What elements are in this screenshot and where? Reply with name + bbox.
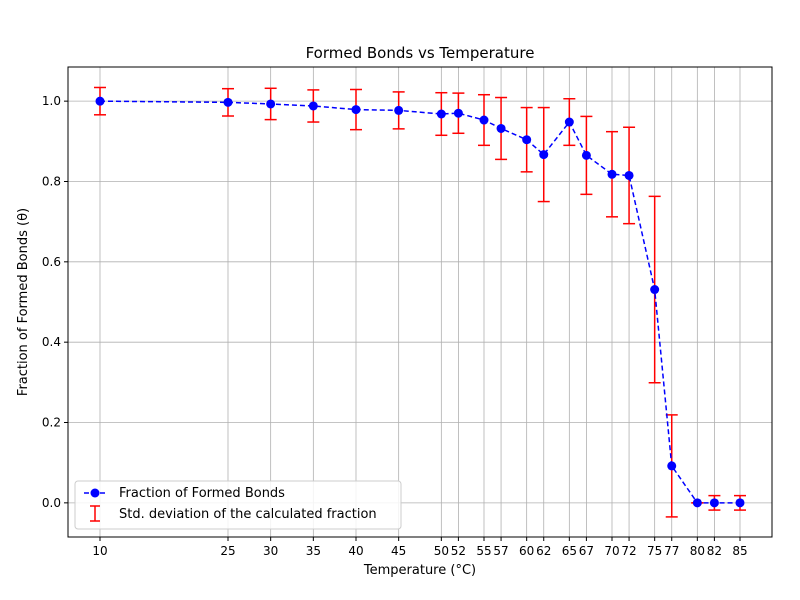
y-tick-label: 0.4 bbox=[42, 335, 61, 349]
x-tick-label: 85 bbox=[732, 544, 747, 558]
x-tick-label: 57 bbox=[493, 544, 508, 558]
x-tick-label: 25 bbox=[220, 544, 235, 558]
x-tick-label: 80 bbox=[690, 544, 705, 558]
data-point bbox=[266, 99, 276, 109]
x-tick-label: 30 bbox=[263, 544, 278, 558]
x-tick-label: 77 bbox=[664, 544, 679, 558]
x-tick-label: 67 bbox=[579, 544, 594, 558]
x-tick-label: 62 bbox=[536, 544, 551, 558]
data-point bbox=[581, 150, 591, 160]
data-point bbox=[436, 109, 446, 119]
legend: Fraction of Formed Bonds Std. deviation … bbox=[74, 480, 402, 530]
series-group bbox=[95, 96, 745, 508]
x-tick-label: 52 bbox=[451, 544, 466, 558]
y-tick-label: 1.0 bbox=[42, 94, 61, 108]
y-tick-label: 0.6 bbox=[42, 255, 61, 269]
legend-marker-sample bbox=[90, 488, 100, 498]
data-point bbox=[496, 123, 506, 133]
x-tick-label: 10 bbox=[92, 544, 107, 558]
x-tick-label: 75 bbox=[647, 544, 662, 558]
x-tick-label: 45 bbox=[391, 544, 406, 558]
x-tick-label: 82 bbox=[707, 544, 722, 558]
x-tick-label: 40 bbox=[348, 544, 363, 558]
legend-box bbox=[74, 480, 402, 530]
data-point bbox=[564, 117, 574, 127]
y-tick-label: 0.8 bbox=[42, 174, 61, 188]
data-point bbox=[607, 169, 617, 179]
x-tick-label: 72 bbox=[621, 544, 636, 558]
data-point bbox=[667, 461, 677, 471]
data-point bbox=[351, 105, 361, 115]
y-axis-label: Fraction of Formed Bonds (θ) bbox=[16, 208, 31, 396]
x-tick-label: 70 bbox=[604, 544, 619, 558]
data-point bbox=[735, 498, 745, 508]
x-tick-label: 60 bbox=[519, 544, 534, 558]
data-point bbox=[308, 101, 318, 111]
x-tick-label: 50 bbox=[434, 544, 449, 558]
x-tick-label: 55 bbox=[476, 544, 491, 558]
x-axis-label: Temperature (°C) bbox=[363, 563, 476, 578]
y-axis-ticks: 0.0 0.2 0.4 0.6 0.8 1.0 bbox=[42, 94, 68, 510]
data-point bbox=[223, 97, 233, 107]
legend-label-errorbars: Std. deviation of the calculated fractio… bbox=[119, 507, 377, 522]
y-tick-label: 0.0 bbox=[42, 496, 61, 510]
data-point bbox=[650, 285, 660, 295]
plot-frame bbox=[67, 66, 773, 538]
y-tick-label: 0.2 bbox=[42, 416, 61, 430]
data-point bbox=[453, 108, 463, 118]
data-point bbox=[709, 498, 719, 508]
data-point bbox=[522, 135, 532, 145]
data-point bbox=[692, 498, 702, 508]
chart-title: Formed Bonds vs Temperature bbox=[306, 44, 535, 62]
data-point bbox=[479, 115, 489, 125]
data-point bbox=[95, 96, 105, 106]
x-tick-label: 65 bbox=[562, 544, 577, 558]
data-point bbox=[539, 150, 549, 160]
legend-label-series: Fraction of Formed Bonds bbox=[119, 486, 285, 501]
x-tick-label: 35 bbox=[306, 544, 321, 558]
data-point bbox=[394, 105, 404, 115]
x-axis-ticks: 10 25 30 35 40 45 50 52 55 57 60 62 65 67 70 72 75 77 80 82… bbox=[92, 537, 748, 558]
data-point bbox=[624, 170, 634, 180]
